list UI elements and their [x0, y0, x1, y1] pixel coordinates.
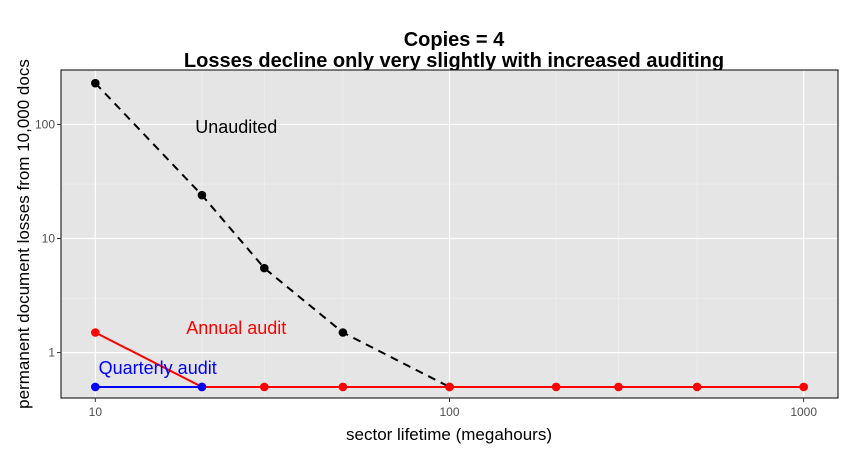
data-point-annual-audit: [693, 383, 702, 392]
chart-subtitle: Losses decline only very slightly with i…: [184, 50, 724, 72]
data-point-unaudited: [198, 191, 207, 200]
y-axis-label: permanent document losses from 10,000 do…: [14, 59, 33, 409]
data-point-annual-audit: [552, 383, 561, 392]
data-point-unaudited: [91, 79, 100, 88]
x-tick-label: 1000: [790, 405, 817, 419]
y-tick-label: 1: [48, 346, 55, 360]
data-point-annual-audit: [91, 328, 100, 337]
data-point-quarterly-audit: [91, 383, 100, 392]
y-tick-label: 100: [35, 117, 55, 131]
data-point-annual-audit: [799, 383, 808, 392]
chart-title: Copies = 4: [404, 29, 505, 51]
data-point-annual-audit: [614, 383, 623, 392]
data-point-unaudited: [260, 264, 269, 273]
x-axis-label: sector lifetime (megahours): [346, 425, 552, 444]
annotation-quarterly-audit: Quarterly audit: [99, 358, 217, 378]
data-point-unaudited: [339, 328, 348, 337]
y-tick-label: 10: [42, 232, 56, 246]
data-point-annual-audit: [445, 383, 454, 392]
data-point-annual-audit: [339, 383, 348, 392]
data-point-quarterly-audit: [198, 383, 207, 392]
x-tick-label: 10: [89, 405, 103, 419]
data-point-annual-audit: [260, 383, 269, 392]
annotation-annual-audit: Annual audit: [186, 318, 286, 338]
x-tick-label: 100: [439, 405, 459, 419]
annotation-unaudited: Unaudited: [195, 117, 277, 137]
